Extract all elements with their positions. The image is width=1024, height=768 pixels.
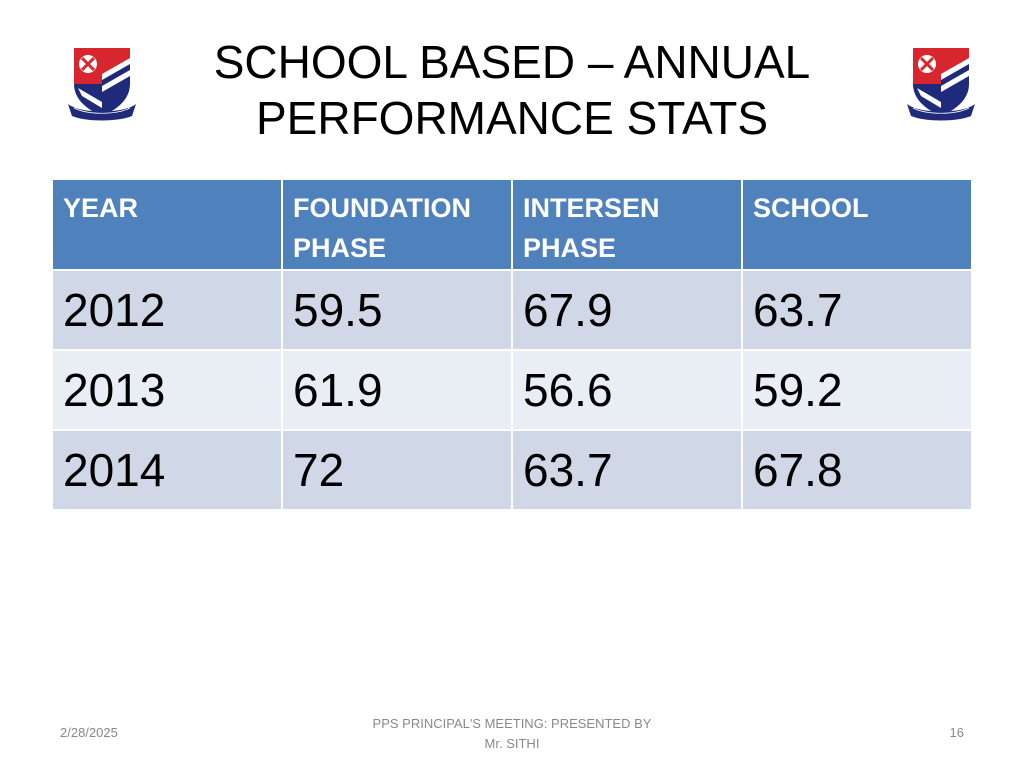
school-crest-logo-right — [905, 44, 977, 122]
table-row: 2013 61.9 56.6 59.2 — [51, 349, 973, 431]
slide-title-line-1: SCHOOL BASED – ANNUAL — [213, 36, 811, 88]
table-row: 2012 59.5 67.9 63.7 — [51, 269, 973, 351]
cell-intersen: 67.9 — [511, 269, 743, 351]
header-school-line-1: SCHOOL — [753, 193, 869, 223]
slide-title-line-2: PERFORMANCE STATS — [256, 92, 768, 144]
school-crest-icon — [907, 48, 975, 121]
header-intersen-line-1: INTERSEN — [523, 193, 660, 223]
header-foundation-line-1: FOUNDATION — [293, 193, 471, 223]
header-foundation-phase: FOUNDATION PHASE — [281, 178, 513, 271]
cell-intersen: 56.6 — [511, 349, 743, 431]
footer-presenter-line-1: PPS PRINCIPAL'S MEETING: PRESENTED BY — [372, 716, 652, 731]
header-school: SCHOOL — [741, 178, 973, 271]
cell-school: 67.8 — [741, 429, 973, 511]
school-crest-logo-left — [66, 44, 138, 122]
header-year-line-1: YEAR — [63, 193, 139, 223]
cell-foundation: 61.9 — [281, 349, 513, 431]
header-foundation-line-2: PHASE — [293, 233, 387, 263]
header-intersen-phase: INTERSEN PHASE — [511, 178, 743, 271]
table-row: 2014 72 63.7 67.8 — [51, 429, 973, 511]
cell-intersen: 63.7 — [511, 429, 743, 511]
cell-year: 2013 — [51, 349, 283, 431]
cell-year: 2014 — [51, 429, 283, 511]
cell-school: 63.7 — [741, 269, 973, 351]
header-year: YEAR — [51, 178, 283, 271]
cell-school: 59.2 — [741, 349, 973, 431]
footer-presenter: PPS PRINCIPAL'S MEETING: PRESENTED BY Mr… — [350, 714, 674, 754]
footer-date: 2/28/2025 — [60, 725, 118, 740]
table-header-row: YEAR FOUNDATION PHASE INTERSEN PHASE SCH… — [51, 178, 973, 271]
slide-title: SCHOOL BASED – ANNUAL PERFORMANCE STATS — [150, 34, 874, 146]
performance-stats-table: YEAR FOUNDATION PHASE INTERSEN PHASE SCH… — [51, 178, 973, 511]
header-intersen-line-2: PHASE — [523, 233, 617, 263]
cell-foundation: 59.5 — [281, 269, 513, 351]
school-crest-icon — [68, 48, 136, 121]
slide-page-number: 16 — [949, 725, 964, 740]
footer-presenter-line-2: Mr. SITHI — [484, 736, 540, 751]
cell-year: 2012 — [51, 269, 283, 351]
cell-foundation: 72 — [281, 429, 513, 511]
